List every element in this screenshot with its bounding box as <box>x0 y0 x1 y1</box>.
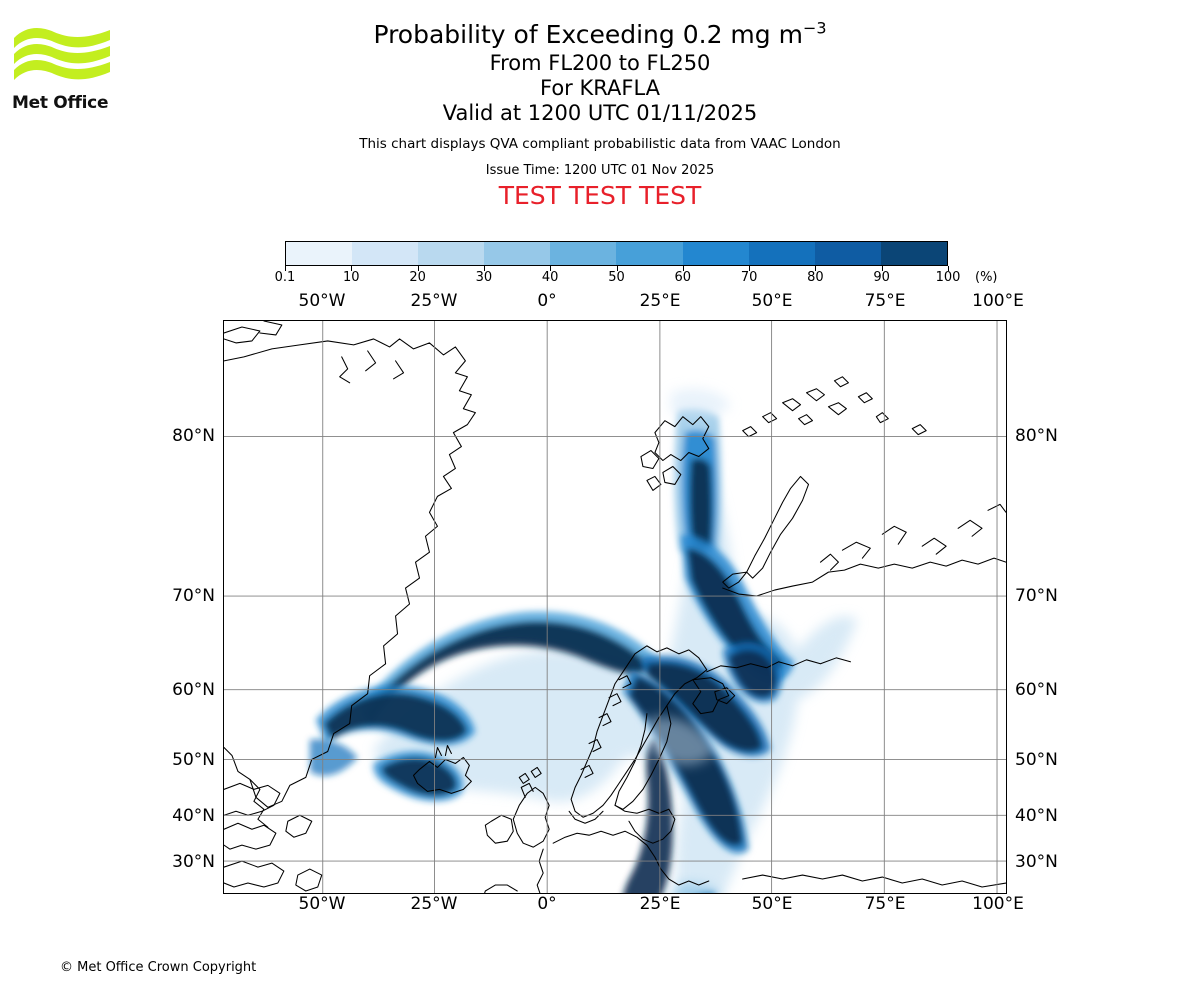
chart-title-block: Probability of Exceeding 0.2 mg m−3 From… <box>0 18 1200 210</box>
colorbar-segment <box>418 242 485 265</box>
ash-plume-field <box>309 388 858 893</box>
colorbar-tick <box>881 266 883 271</box>
colorbar-tick <box>285 266 286 271</box>
colorbar-tick <box>948 266 949 271</box>
latitude-tick-label-left: 60°N <box>172 680 215 700</box>
coastline-layer <box>224 321 1006 893</box>
longitude-tick-label-top: 75°E <box>864 291 906 311</box>
longitude-tick-label-bot: 50°W <box>298 894 346 914</box>
longitude-tick-label-top: 100°E <box>972 291 1024 311</box>
colorbar-tick-label: 90 <box>873 270 890 285</box>
latitude-tick-label-left: 40°N <box>172 806 215 826</box>
longitude-tick-label-bot: 100°E <box>972 894 1024 914</box>
colorbar-tick-label: 80 <box>807 270 824 285</box>
colorbar-segment <box>682 242 749 265</box>
longitude-tick-label-top: 50°E <box>751 291 793 311</box>
probability-colorbar: 0.1 10 20 30 40 50 60 70 80 90 100 <box>275 241 960 285</box>
colorbar-tick-label: 100 <box>935 270 961 285</box>
colorbar-segment <box>550 242 617 265</box>
colorbar-ticks <box>285 266 949 272</box>
latitude-tick-label-left: 30°N <box>172 852 215 872</box>
longitude-tick-label-bot: 25°W <box>410 894 458 914</box>
colorbar-tick-label: 50 <box>608 270 625 285</box>
latitude-tick-label-right: 50°N <box>1015 750 1058 770</box>
colorbar-segment <box>880 242 947 265</box>
ash-probability-map <box>223 320 1007 894</box>
latitude-tick-label-left: 50°N <box>172 750 215 770</box>
colorbar-tick <box>749 266 751 271</box>
longitude-tick-label-top: 0° <box>537 291 557 311</box>
colorbar-tick-label: 60 <box>674 270 692 285</box>
colorbar-segment <box>286 242 353 265</box>
latitude-tick-label-right: 60°N <box>1015 680 1058 700</box>
met-office-logo-text: Met Office <box>12 93 109 113</box>
longitude-tick-label-bot: 25°E <box>639 894 681 914</box>
colorbar-tick-label: 70 <box>740 270 758 285</box>
colorbar-tick <box>616 266 618 271</box>
longitude-tick-label-bot: 0° <box>537 894 557 914</box>
longitude-tick-label-bot: 50°E <box>751 894 793 914</box>
latitude-tick-label-right: 40°N <box>1015 806 1058 826</box>
title-volcano: For KRAFLA <box>540 76 660 100</box>
title-exponent: −3 <box>802 18 827 38</box>
graticule-layer <box>224 321 1006 893</box>
met-office-logo: Met Office <box>12 24 112 116</box>
colorbar-tick <box>815 266 817 271</box>
longitude-tick-label-top: 25°W <box>410 291 458 311</box>
colorbar-tick <box>417 266 419 271</box>
colorbar-tick-label: 10 <box>343 270 360 285</box>
colorbar-segment <box>484 242 551 265</box>
latitude-tick-label-left: 80°N <box>172 426 215 446</box>
colorbar-tick <box>483 266 485 271</box>
colorbar-tick <box>351 266 353 271</box>
longitude-tick-label-top: 50°W <box>298 291 346 311</box>
colorbar-segment <box>616 242 683 265</box>
chart-note: This chart displays QVA compliant probab… <box>359 136 841 152</box>
latitude-tick-label-right: 70°N <box>1015 586 1058 606</box>
colorbar-gradient <box>285 241 948 266</box>
copyright-notice: © Met Office Crown Copyright <box>60 960 257 975</box>
longitude-tick-label-bot: 75°E <box>864 894 906 914</box>
colorbar-tick-labels: 0.1 10 20 30 40 50 60 70 80 90 100 <box>275 270 961 286</box>
test-banner: TEST TEST TEST <box>498 180 702 210</box>
latitude-tick-label-right: 30°N <box>1015 852 1058 872</box>
colorbar-tick-label: 0.1 <box>274 270 296 285</box>
map-canvas <box>224 321 1006 893</box>
colorbar-tick-label: 20 <box>409 270 426 285</box>
longitude-tick-label-top: 25°E <box>639 291 681 311</box>
title-valid-time: Valid at 1200 UTC 01/11/2025 <box>442 101 758 125</box>
latitude-tick-label-right: 80°N <box>1015 426 1058 446</box>
page-title: Probability of Exceeding 0.2 mg m−3 <box>0 18 1200 53</box>
issue-time: Issue Time: 1200 UTC 01 Nov 2025 <box>485 162 715 178</box>
colorbar-unit-label: (%) <box>975 270 998 285</box>
colorbar-segment <box>748 242 815 265</box>
colorbar-tick <box>550 266 552 271</box>
title-main-text: Probability of Exceeding 0.2 mg m <box>373 20 803 49</box>
latitude-tick-label-left: 70°N <box>172 586 215 606</box>
title-flight-levels: From FL200 to FL250 <box>489 51 711 75</box>
colorbar-segment <box>352 242 419 265</box>
met-office-wave-mark <box>14 28 110 80</box>
colorbar-tick-label: 40 <box>541 270 559 285</box>
colorbar-tick-label: 30 <box>475 270 493 285</box>
colorbar-tick <box>682 266 684 271</box>
colorbar-segment <box>814 242 881 265</box>
